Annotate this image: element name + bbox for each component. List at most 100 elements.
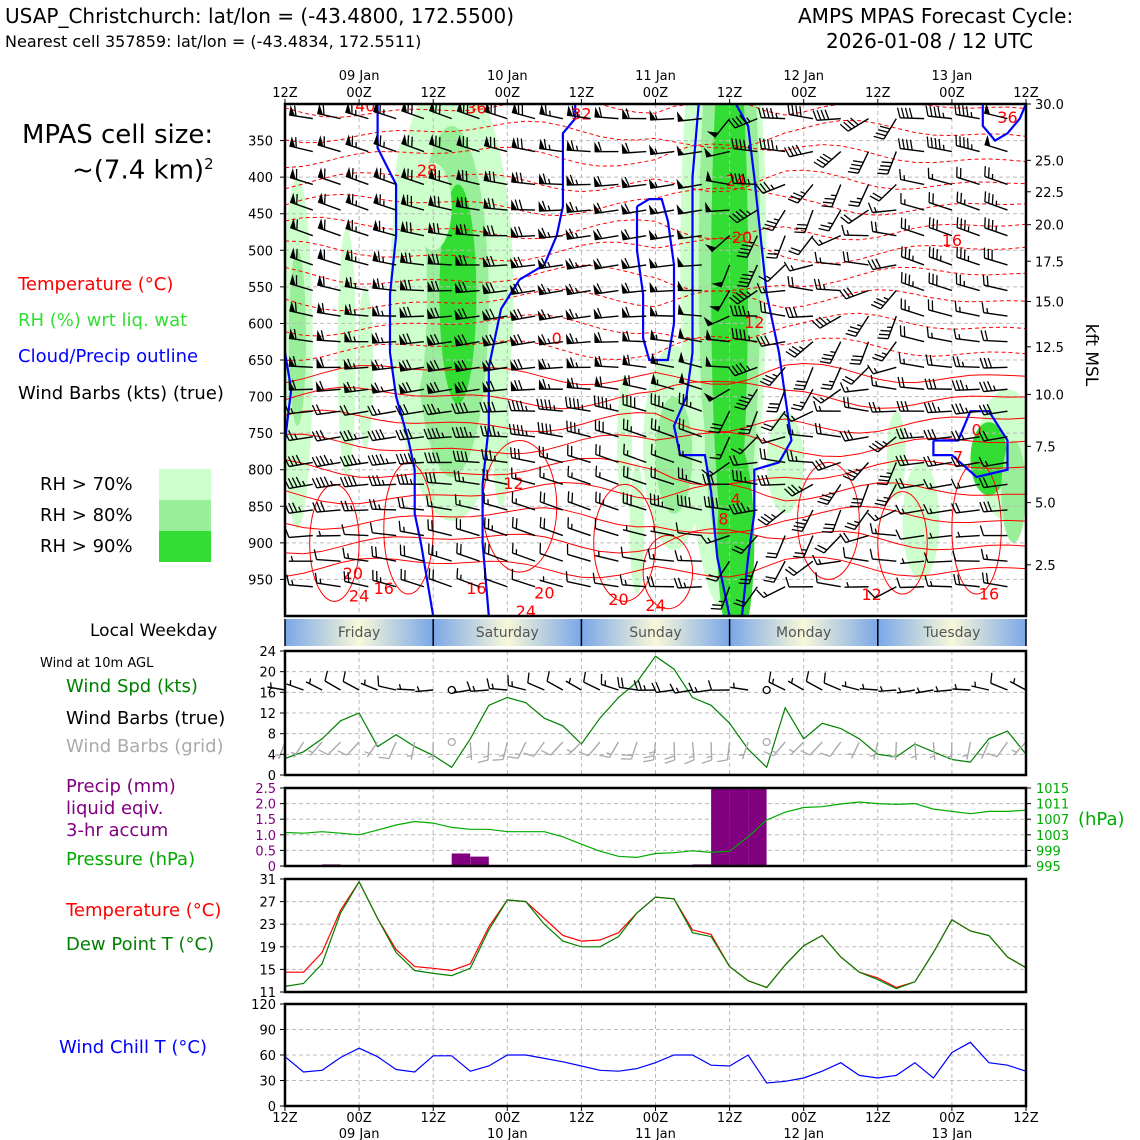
barb-feather — [575, 145, 579, 151]
barb-feather — [339, 476, 346, 488]
barb-staff — [483, 144, 508, 153]
wind-barb — [621, 306, 647, 318]
barb-flag — [650, 305, 656, 316]
barb-feather — [839, 123, 849, 132]
wind-barb — [755, 181, 786, 194]
barb-flag — [509, 284, 518, 295]
barb-flag — [427, 253, 434, 264]
barb-feather — [883, 296, 889, 301]
barb-feather — [957, 574, 961, 585]
wind-barb — [737, 264, 759, 288]
barb-feather — [576, 398, 580, 410]
barb-feather — [801, 549, 807, 551]
wind-barb — [876, 462, 897, 486]
barb-feather — [732, 503, 739, 514]
barb-staff — [928, 483, 953, 490]
barb-staff — [894, 741, 898, 761]
wind-barb — [676, 204, 702, 215]
barb-feather — [818, 423, 822, 434]
barb-flag — [372, 278, 379, 289]
barb-staff — [914, 741, 917, 761]
barb-feather — [543, 518, 546, 529]
cloud-outline — [932, 410, 1009, 479]
wind-barb — [927, 299, 953, 317]
barb-staff — [456, 552, 480, 562]
barb-feather — [517, 308, 523, 319]
barb-feather — [748, 335, 751, 341]
barb-feather — [820, 224, 831, 229]
barb-feather — [406, 359, 412, 370]
barb-staff — [511, 477, 536, 486]
barb-feather — [846, 251, 850, 263]
wind-barb — [842, 366, 870, 385]
barb-feather — [294, 301, 297, 313]
barb-staff — [517, 741, 527, 759]
wind-barb — [702, 473, 730, 486]
barb-feather — [987, 167, 990, 178]
barb-feather — [1011, 749, 1017, 753]
sfc-label-barbs-true: Wind Barbs (true) — [66, 708, 226, 729]
temp-contour-label: 12 — [503, 474, 523, 493]
barb-feather — [344, 500, 350, 511]
barb-feather — [515, 400, 520, 411]
rh-swatch-90 — [159, 531, 211, 562]
barb-staff — [566, 341, 591, 345]
barb-feather — [843, 430, 850, 441]
barb-flag — [370, 383, 379, 394]
barb-staff — [927, 585, 952, 588]
barb-feather — [879, 125, 891, 130]
barb-staff — [568, 741, 582, 756]
barb-feather — [380, 363, 384, 370]
wind-barb — [316, 357, 341, 369]
barb-feather — [428, 568, 431, 579]
barb-feather — [489, 255, 495, 267]
temp-contour-label: 8 — [718, 510, 728, 529]
barb-flag — [537, 284, 546, 295]
barb-feather — [453, 470, 457, 481]
barb-flag — [537, 258, 546, 269]
barb-feather — [794, 231, 805, 234]
barb-staff — [797, 235, 814, 256]
barb-flag — [511, 104, 518, 114]
barb-feather — [895, 478, 901, 489]
barb-staff — [674, 689, 693, 694]
temp-contour — [285, 556, 1026, 579]
barb-staff — [956, 310, 980, 317]
barb-flag — [649, 144, 657, 155]
barb-staff — [789, 113, 814, 120]
barb-flag — [509, 335, 518, 346]
wind-barb — [784, 306, 814, 319]
barb-feather — [875, 258, 882, 269]
barb-feather — [703, 496, 707, 507]
barb-staff — [372, 314, 397, 317]
wind-barb — [567, 517, 591, 537]
barb-feather — [424, 452, 429, 463]
wind-barb — [867, 202, 897, 214]
barb-feather — [457, 334, 464, 345]
barb-staff — [487, 741, 490, 761]
barb-feather — [738, 251, 749, 255]
barb-flag — [373, 219, 379, 231]
barb-feather — [320, 501, 326, 512]
barb-feather — [871, 442, 882, 450]
wind-barb — [757, 509, 786, 526]
barb-feather — [525, 430, 528, 437]
barb-feather — [437, 196, 440, 208]
wind-barb — [399, 333, 425, 345]
top-tick-label: 12Z — [569, 86, 595, 101]
station-title: USAP_Christchurch: lat/lon = (-43.4800, … — [5, 4, 515, 28]
wind-barb — [593, 307, 619, 320]
wind-barb — [447, 737, 456, 747]
pressure-ytick-label: 1015 — [1036, 782, 1069, 797]
barb-feather — [787, 146, 794, 157]
barb-feather — [708, 574, 719, 579]
bottom-tick-label: 00Z — [939, 1111, 965, 1126]
xs-ytick-label: 850 — [248, 500, 273, 515]
barb-staff — [317, 284, 341, 292]
panel-ytick-label: 12 — [259, 707, 276, 722]
barb-feather — [569, 333, 575, 344]
barb-feather — [293, 105, 297, 117]
panel-ytick-label: 24 — [259, 645, 276, 660]
barb-feather — [456, 542, 458, 554]
barb-feather — [1013, 678, 1016, 684]
